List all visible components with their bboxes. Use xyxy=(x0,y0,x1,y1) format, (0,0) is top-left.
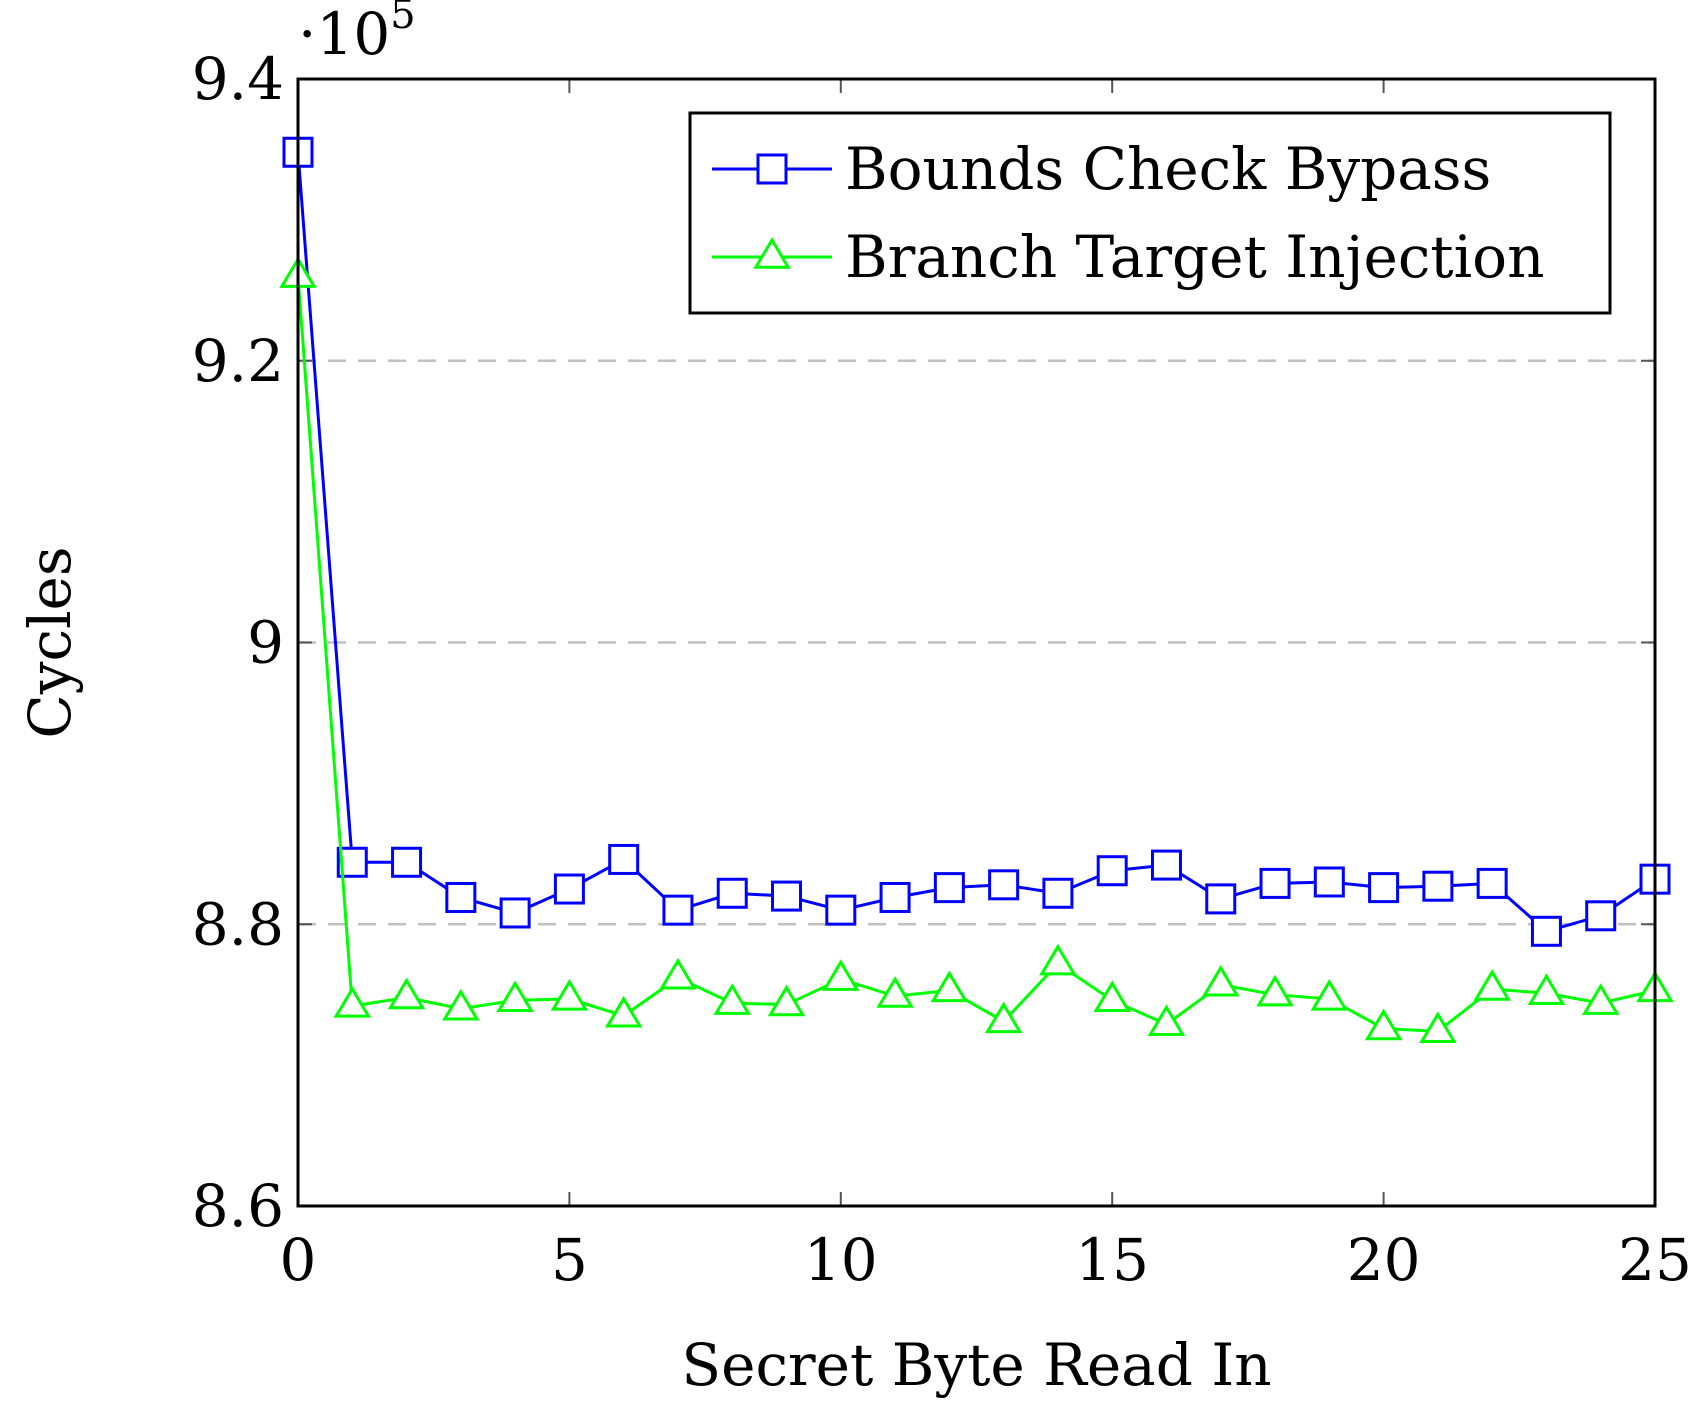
data-point xyxy=(1093,980,1131,1013)
legend: Bounds Check Bypass Branch Target Injecti… xyxy=(688,111,1612,315)
x-tick-label: 25 xyxy=(1618,1226,1692,1294)
y-tick-label: 8.8 xyxy=(192,890,284,958)
legend-label: Bounds Check Bypass xyxy=(845,135,1491,203)
data-point xyxy=(442,988,480,1021)
y-tick-label: 9.2 xyxy=(192,327,284,395)
y-tick-label: 9 xyxy=(247,609,284,677)
data-point xyxy=(933,872,965,904)
data-point xyxy=(825,894,857,926)
y-axis-multiplier-exponent: 5 xyxy=(390,0,415,38)
data-point xyxy=(387,977,426,1010)
data-point xyxy=(659,957,697,990)
plot-frame xyxy=(296,77,1657,1208)
grid-lines xyxy=(298,359,1655,926)
data-point xyxy=(1313,866,1345,898)
data-point xyxy=(1473,969,1511,1001)
y-axis-multiplier: ·105 xyxy=(298,0,416,68)
data-point xyxy=(988,869,1020,901)
data-point xyxy=(771,880,803,912)
y-tick-label: 9.4 xyxy=(192,45,284,113)
data-point xyxy=(767,984,806,1017)
data-point xyxy=(716,877,748,909)
data-point xyxy=(499,897,531,929)
data-point xyxy=(1256,974,1294,1007)
data-point xyxy=(984,1001,1023,1034)
data-point xyxy=(1476,867,1508,899)
legend-marker xyxy=(756,153,788,185)
data-point xyxy=(1201,964,1240,997)
y-axis-multiplier-base: ·10 xyxy=(298,0,390,68)
legend-entries: Bounds Check Bypass Branch Target Injecti… xyxy=(712,135,1544,291)
data-point xyxy=(662,894,694,926)
data-point xyxy=(1368,872,1400,904)
data-point xyxy=(930,970,969,1003)
data-point xyxy=(1205,883,1237,915)
data-point xyxy=(1259,867,1291,899)
y-axis-label: Cycles xyxy=(16,546,84,738)
legend-box xyxy=(688,111,1612,315)
series-1 xyxy=(282,136,1671,947)
data-point xyxy=(1096,855,1128,887)
data-point xyxy=(1422,870,1454,902)
y-tick-label: 8.6 xyxy=(192,1172,284,1240)
data-point xyxy=(550,978,589,1011)
data-point xyxy=(1042,877,1074,909)
data-point xyxy=(713,983,752,1015)
data-point xyxy=(1581,983,1620,1015)
data-point xyxy=(604,995,643,1028)
x-tick-labels: 0 5 10 15 20 25 xyxy=(280,1226,1692,1294)
data-point xyxy=(333,986,372,1018)
data-point xyxy=(1147,1004,1186,1036)
x-tick-label: 20 xyxy=(1347,1226,1421,1294)
data-point xyxy=(1310,978,1349,1011)
data-point xyxy=(1039,943,1077,976)
legend-marker xyxy=(753,237,791,269)
data-point xyxy=(445,881,477,913)
data-point xyxy=(553,873,585,905)
y-tick-labels: 8.6 8.8 9 9.2 9.4 xyxy=(192,45,284,1240)
legend-entry: Bounds Check Bypass xyxy=(712,135,1491,203)
x-tick-label: 15 xyxy=(1075,1226,1149,1294)
data-point xyxy=(879,881,911,913)
data-point xyxy=(822,959,860,991)
x-tick-label: 10 xyxy=(804,1226,878,1294)
legend-label: Branch Target Injection xyxy=(845,223,1544,291)
data-point xyxy=(1585,900,1617,932)
data-point xyxy=(496,980,534,1013)
data-point xyxy=(1530,915,1562,947)
data-point xyxy=(876,976,914,1008)
x-tick-label: 5 xyxy=(551,1226,588,1294)
data-point xyxy=(1527,973,1566,1005)
x-tick-label: 0 xyxy=(280,1226,317,1294)
data-point xyxy=(391,846,423,878)
x-axis-label: Secret Byte Read In xyxy=(681,1331,1271,1399)
legend-entry: Branch Target Injection xyxy=(712,223,1544,291)
data-point xyxy=(608,843,640,875)
data-point xyxy=(1419,1011,1457,1044)
data-point xyxy=(1150,849,1182,881)
data-point xyxy=(1364,1008,1403,1041)
